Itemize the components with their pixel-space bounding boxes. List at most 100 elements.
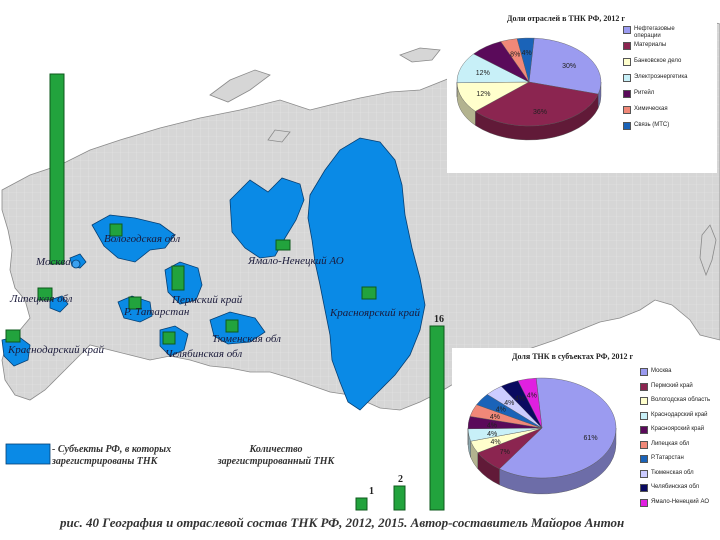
legend-swatch-1-6 (640, 455, 648, 463)
legend-swatch-1-8 (640, 484, 648, 492)
legend-swatch-1-9 (640, 498, 648, 507)
bar-krasnoyarsk-tall (429, 325, 445, 511)
legend-entry-0-6: Связь (МТС) (623, 122, 696, 130)
legend-entry-1-5: Липецкая обл (640, 440, 713, 449)
bar-moscow (49, 73, 65, 265)
legend-swatch-1-1 (640, 382, 648, 391)
legend-swatch-1-0 (640, 368, 648, 376)
legend-entry-1-2: Вологодская область (640, 397, 713, 405)
legend-swatch-0-4 (623, 90, 631, 98)
pie-label-1-8: 4% (515, 395, 525, 402)
legend-swatch-0-2 (623, 58, 631, 66)
pie-label-1-0: 61% (584, 435, 598, 442)
label-chelyabinsk: Челябинская обл (165, 348, 243, 360)
legend-label-0-6: Связь (МТС) (634, 122, 670, 128)
legend-label-0-0: Нефтегазовые операции (634, 26, 675, 39)
legend-label-0-4: Ритейл (634, 90, 655, 96)
region-yamal[interactable] (229, 177, 305, 259)
pie-label-1-6: 4% (496, 406, 506, 413)
label-krasnoyarsk: Красноярский край (330, 307, 421, 319)
moscow-count-label: 16 (434, 314, 444, 325)
pie-label-1-9: 4% (527, 393, 537, 400)
label-tyumen: Тюменская обл (212, 333, 281, 345)
legend-entry-1-4: Красноярский край (640, 426, 713, 434)
legend-swatch-1-7 (640, 469, 648, 478)
pie-slice-1-0 (499, 377, 617, 479)
count-bars (5, 73, 445, 511)
label-vologda: Вологодская обл (104, 233, 181, 245)
region-pie-chart: 61%7%4%4%4%4%4%4%4% 4% (467, 377, 617, 495)
legend-label-0-2: Банковское дело (634, 58, 682, 64)
bar-krasnoyarsk (361, 286, 377, 300)
label-krasnodar: Краснодарский край (8, 344, 104, 356)
legend-entry-0-5: Химическая (623, 106, 696, 114)
label-lipetsk: Липецкая обл (10, 293, 73, 305)
region-krasnoyarsk[interactable] (307, 137, 426, 411)
legend-label-1-3: Краснодарский край (651, 411, 708, 418)
legend-label-0-5: Химическая (634, 106, 668, 112)
legend-swatch-1-5 (640, 440, 648, 449)
legend-count-1: 1 (369, 486, 374, 497)
legend-label-1-9: Ямало-Ненецкий АО (651, 498, 709, 505)
legend-label-0-3: Электроэнергетика (634, 74, 688, 80)
region-pie-panel: Доля ТНК в субъектах РФ, 2012 г 61% 7% 4% 4… (452, 348, 718, 518)
region-pie-title: Доля ТНК в субъектах РФ, 2012 г (512, 352, 634, 361)
legend-label-1-1: Пермский край (651, 382, 693, 389)
legend-count-2: 2 (398, 474, 403, 485)
bar-vologda (109, 223, 123, 237)
sakhalin-island (699, 224, 717, 277)
pie-label-1-2: 4% (490, 439, 500, 446)
legend-entry-0-1: Материалы (623, 42, 696, 50)
legend-label-1-0: Москва (651, 368, 672, 374)
label-yamal: Ямало-Ненецкий АО (248, 255, 344, 267)
pie-label-0-1: 36% (533, 109, 547, 116)
legend-label-1-5: Липецкая обл (651, 440, 690, 447)
bar-yamal (275, 239, 291, 251)
industry-pie-legend: Нефтегазовые операции Материалы Банковское… (623, 26, 713, 166)
legend-entry-1-1: Пермский край (640, 382, 713, 391)
legend-count-text: Количество зарегистрированный ТНК (217, 444, 335, 467)
legend-entry-0-4: Ритейл (623, 90, 696, 98)
legend-swatch-0-3 (623, 74, 631, 82)
pie-label-1-1: 7% (500, 449, 510, 456)
pie-label-0-5: 8% (510, 51, 520, 58)
pie-label-0-0: 30% (562, 63, 576, 70)
pie-slice-1-9 (517, 377, 543, 429)
legend-bar-1 (355, 497, 368, 511)
legend-swatch-1-2 (640, 397, 648, 405)
industry-pie-chart: 30% 36% 12% 12% 8% 4% (456, 37, 602, 141)
bar-tyumen (225, 319, 239, 333)
legend-swatch-1-4 (640, 426, 648, 434)
label-perm: Пермский край (172, 294, 243, 306)
bar-lipetsk (37, 287, 53, 301)
pie-slice-0-1 (474, 81, 599, 127)
legend-label-1-8: Челябинская обл (651, 484, 700, 490)
label-tatarstan: Р. Татарстан (124, 306, 190, 318)
legend-entry-1-0: Москва (640, 368, 713, 376)
legend-label-0-1: Материалы (634, 42, 667, 48)
legend-entry-0-2: Банковское дело (623, 58, 696, 66)
bar-tatarstan (128, 296, 142, 310)
pie-label-0-6: 4% (522, 50, 532, 57)
industry-pie-title: Доли отраслей в ТНК РФ, 2012 г (507, 14, 625, 23)
region-lipetsk[interactable] (49, 295, 69, 313)
legend-label-1-2: Вологодская область (651, 397, 711, 403)
legend-subject-swatch (5, 443, 51, 465)
legend-swatch-0-1 (623, 42, 631, 50)
bar-krasnodar (5, 329, 21, 343)
legend-entry-0-0: Нефтегазовые операции (623, 26, 696, 40)
legend-bar-2 (393, 485, 406, 511)
pie-slice-0-6 (516, 37, 535, 83)
pie-label-1-3: 4% (487, 431, 497, 438)
legend-label-1-7: Тюменская обл (651, 469, 694, 476)
figure-caption: рис. 40 География и отраслевой состав ТН… (60, 515, 625, 530)
legend-entry-0-3: Электроэнергетика (623, 74, 696, 82)
legend-swatch-0-6 (623, 122, 631, 130)
moscow-dot (71, 259, 81, 269)
legend-entry-1-9: Ямало-Ненецкий АО (640, 498, 713, 507)
legend-subjects-text: - Субъекты РФ, в которых зарегистрирован… (52, 444, 172, 467)
legend-swatch-0-0 (623, 26, 631, 34)
legend-entry-1-8: Челябинская обл (640, 484, 713, 492)
region-pie-legend: Москва Пермский край Вологодская область Кр… (640, 368, 718, 516)
legend-swatch-1-3 (640, 411, 648, 420)
